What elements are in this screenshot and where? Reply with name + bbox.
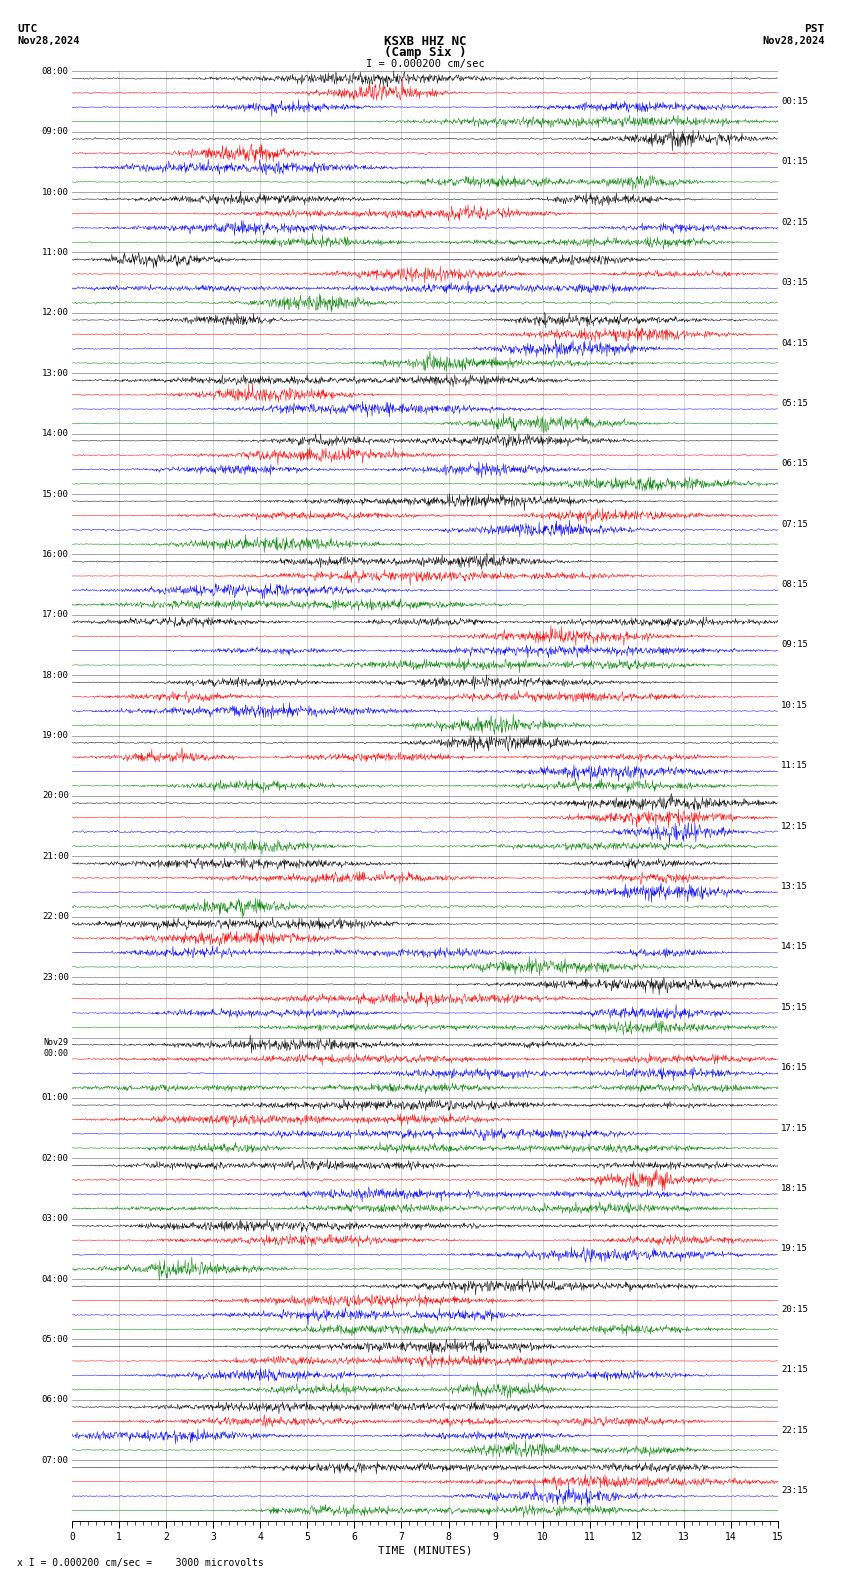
- Text: 08:15: 08:15: [781, 580, 808, 589]
- Text: 13:00: 13:00: [42, 369, 69, 377]
- Text: 12:00: 12:00: [42, 309, 69, 317]
- Text: Nov28,2024: Nov28,2024: [17, 36, 80, 46]
- Text: 19:00: 19:00: [42, 732, 69, 740]
- Text: 11:15: 11:15: [781, 762, 808, 770]
- Text: 16:15: 16:15: [781, 1063, 808, 1072]
- Text: 04:00: 04:00: [42, 1275, 69, 1283]
- Text: 01:15: 01:15: [781, 157, 808, 166]
- Text: 14:15: 14:15: [781, 942, 808, 952]
- Text: 15:00: 15:00: [42, 489, 69, 499]
- Text: 10:00: 10:00: [42, 187, 69, 196]
- Text: 00:15: 00:15: [781, 97, 808, 106]
- Text: 08:00: 08:00: [42, 67, 69, 76]
- Text: 16:00: 16:00: [42, 550, 69, 559]
- Text: 07:00: 07:00: [42, 1456, 69, 1465]
- Text: x I = 0.000200 cm/sec =    3000 microvolts: x I = 0.000200 cm/sec = 3000 microvolts: [17, 1559, 264, 1568]
- Text: 03:15: 03:15: [781, 279, 808, 287]
- Text: 20:15: 20:15: [781, 1305, 808, 1313]
- Text: KSXB HHZ NC: KSXB HHZ NC: [383, 35, 467, 48]
- Text: 23:15: 23:15: [781, 1486, 808, 1495]
- Text: 09:15: 09:15: [781, 640, 808, 649]
- Text: 10:15: 10:15: [781, 700, 808, 710]
- Text: 03:00: 03:00: [42, 1215, 69, 1223]
- Text: 23:00: 23:00: [42, 973, 69, 982]
- Text: 06:00: 06:00: [42, 1396, 69, 1405]
- Text: 13:15: 13:15: [781, 882, 808, 892]
- Text: 12:15: 12:15: [781, 822, 808, 830]
- Text: 01:00: 01:00: [42, 1093, 69, 1102]
- Text: 02:00: 02:00: [42, 1153, 69, 1163]
- Text: 04:15: 04:15: [781, 339, 808, 347]
- Text: 11:00: 11:00: [42, 249, 69, 257]
- Text: 06:15: 06:15: [781, 459, 808, 469]
- Text: 05:15: 05:15: [781, 399, 808, 409]
- Text: 02:15: 02:15: [781, 217, 808, 227]
- Text: 17:15: 17:15: [781, 1123, 808, 1133]
- Text: 18:15: 18:15: [781, 1183, 808, 1193]
- Text: 20:00: 20:00: [42, 792, 69, 800]
- Text: 00:00: 00:00: [43, 1049, 69, 1058]
- Text: 07:15: 07:15: [781, 520, 808, 529]
- Text: 17:00: 17:00: [42, 610, 69, 619]
- Text: 21:15: 21:15: [781, 1365, 808, 1375]
- Text: Nov29: Nov29: [43, 1038, 69, 1047]
- Text: Nov28,2024: Nov28,2024: [762, 36, 824, 46]
- Text: 19:15: 19:15: [781, 1245, 808, 1253]
- Text: (Camp Six ): (Camp Six ): [383, 46, 467, 59]
- Text: 14:00: 14:00: [42, 429, 69, 439]
- Text: 22:15: 22:15: [781, 1426, 808, 1435]
- Text: UTC: UTC: [17, 24, 37, 33]
- Text: 22:00: 22:00: [42, 912, 69, 922]
- X-axis label: TIME (MINUTES): TIME (MINUTES): [377, 1546, 473, 1555]
- Text: PST: PST: [804, 24, 824, 33]
- Text: 09:00: 09:00: [42, 127, 69, 136]
- Text: 21:00: 21:00: [42, 852, 69, 860]
- Text: 05:00: 05:00: [42, 1335, 69, 1343]
- Text: 18:00: 18:00: [42, 670, 69, 680]
- Text: 15:15: 15:15: [781, 1003, 808, 1012]
- Text: I = 0.000200 cm/sec: I = 0.000200 cm/sec: [366, 59, 484, 68]
